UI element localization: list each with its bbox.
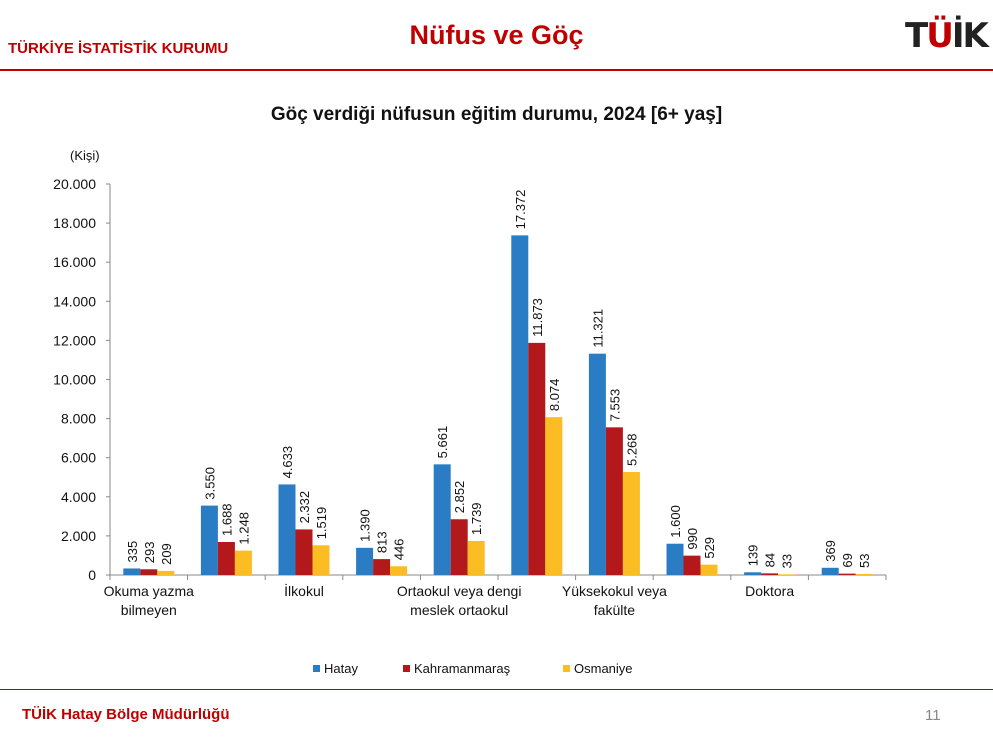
data-label: 33 [780,554,795,568]
bar-osmaniye [545,417,563,575]
org-name: TÜRKİYE İSTATİSTİK KURUMU [8,40,229,57]
data-label: 3.550 [202,467,217,500]
data-label: 1.519 [314,507,329,540]
bar-kahramanmaraş [373,559,391,575]
data-label: 53 [857,553,872,567]
data-label: 11.873 [530,298,545,337]
data-label: 1.390 [358,509,373,542]
chart-title: Göç verdiği nüfusun eğitim durumu, 2024 … [270,104,723,125]
data-label: 8.074 [547,379,562,412]
data-label: 1.688 [219,503,234,536]
y-tick-label: 14.000 [53,293,96,309]
page-number: 11 [925,707,941,724]
data-label: 1.600 [668,505,683,538]
category-label: Yüksekokul veya [562,583,667,599]
y-tick-label: 8.000 [61,411,96,427]
bar-osmaniye [778,574,796,575]
bar-kahramanmaraş [217,541,235,575]
bar-hatay [588,353,606,575]
data-label: 813 [375,531,390,553]
y-tick-label: 12.000 [53,332,96,348]
data-label: 2.852 [452,481,467,514]
data-label: 5.661 [435,426,450,459]
legend-swatch [313,665,320,672]
tuik-logo: TÜİK [905,16,989,56]
bar-hatay [123,568,141,575]
legend-swatch [563,665,570,672]
data-label: 7.553 [607,389,622,422]
data-label: 446 [392,539,407,561]
data-label: 335 [125,541,140,563]
data-label: 529 [702,537,717,559]
data-label: 2.332 [297,491,312,524]
y-tick-label: 2.000 [61,528,96,544]
data-label: 69 [840,553,855,567]
footer-divider [0,689,993,690]
bar-kahramanmaraş [838,573,856,575]
y-tick-label: 4.000 [61,489,96,505]
y-tick-label: 6.000 [61,450,96,466]
bar-hatay [821,567,839,575]
bar-hatay [278,484,296,575]
bar-kahramanmaraş [528,342,546,575]
legend-label: Hatay [324,661,358,676]
y-axis-label: (Kişi) [70,148,100,163]
legend-label: Osmaniye [574,661,633,676]
category-label: Okuma yazma [104,583,194,599]
y-tick-label: 10.000 [53,372,96,388]
category-label: bilmeyen [121,602,177,618]
y-tick-label: 16.000 [53,254,96,270]
y-tick-label: 20.000 [53,176,96,192]
bar-kahramanmaraş [605,427,623,575]
bar-kahramanmaraş [450,519,468,575]
bar-kahramanmaraş [683,555,701,575]
bar-kahramanmaraş [140,569,158,575]
bar-hatay [511,235,529,576]
header-divider [0,69,993,71]
y-tick-label: 18.000 [53,215,96,231]
bar-osmaniye [390,566,408,575]
bar-osmaniye [157,570,175,575]
bar-osmaniye [467,541,485,575]
data-label: 5.268 [624,433,639,466]
legend-label: Kahramanmaraş [414,661,511,676]
bar-osmaniye [855,573,873,575]
bar-hatay [356,547,374,575]
bar-kahramanmaraş [295,529,313,575]
data-label: 84 [763,553,778,567]
bar-osmaniye [234,550,252,575]
slide-title: Nüfus ve Göç [409,20,584,50]
bar-osmaniye [312,545,330,575]
footer-text: TÜİK Hatay Bölge Müdürlüğü [22,706,230,723]
category-label: Doktora [745,583,794,599]
bar-osmaniye [622,472,640,575]
bar-hatay [200,505,218,575]
legend-swatch [403,665,410,672]
data-label: 1.739 [469,502,484,535]
bar-osmaniye [700,564,718,575]
bar-kahramanmaraş [761,573,779,575]
y-tick-label: 0 [88,567,96,583]
bar-hatay [666,543,684,575]
bar-hatay [744,572,762,575]
data-label: 17.372 [513,190,528,230]
category-label: İlkokul [284,582,324,599]
category-label: Ortaokul veya dengi [397,583,522,599]
data-label: 139 [746,545,761,567]
data-label: 293 [142,542,157,564]
data-label: 1.248 [236,512,251,545]
data-label: 209 [159,543,174,565]
bar-hatay [433,464,451,575]
data-label: 4.633 [280,446,295,479]
category-label: fakülte [594,602,635,618]
data-label: 369 [823,540,838,562]
data-label: 990 [685,528,700,550]
data-label: 11.321 [590,309,605,348]
category-label: meslek ortaokul [410,602,508,618]
